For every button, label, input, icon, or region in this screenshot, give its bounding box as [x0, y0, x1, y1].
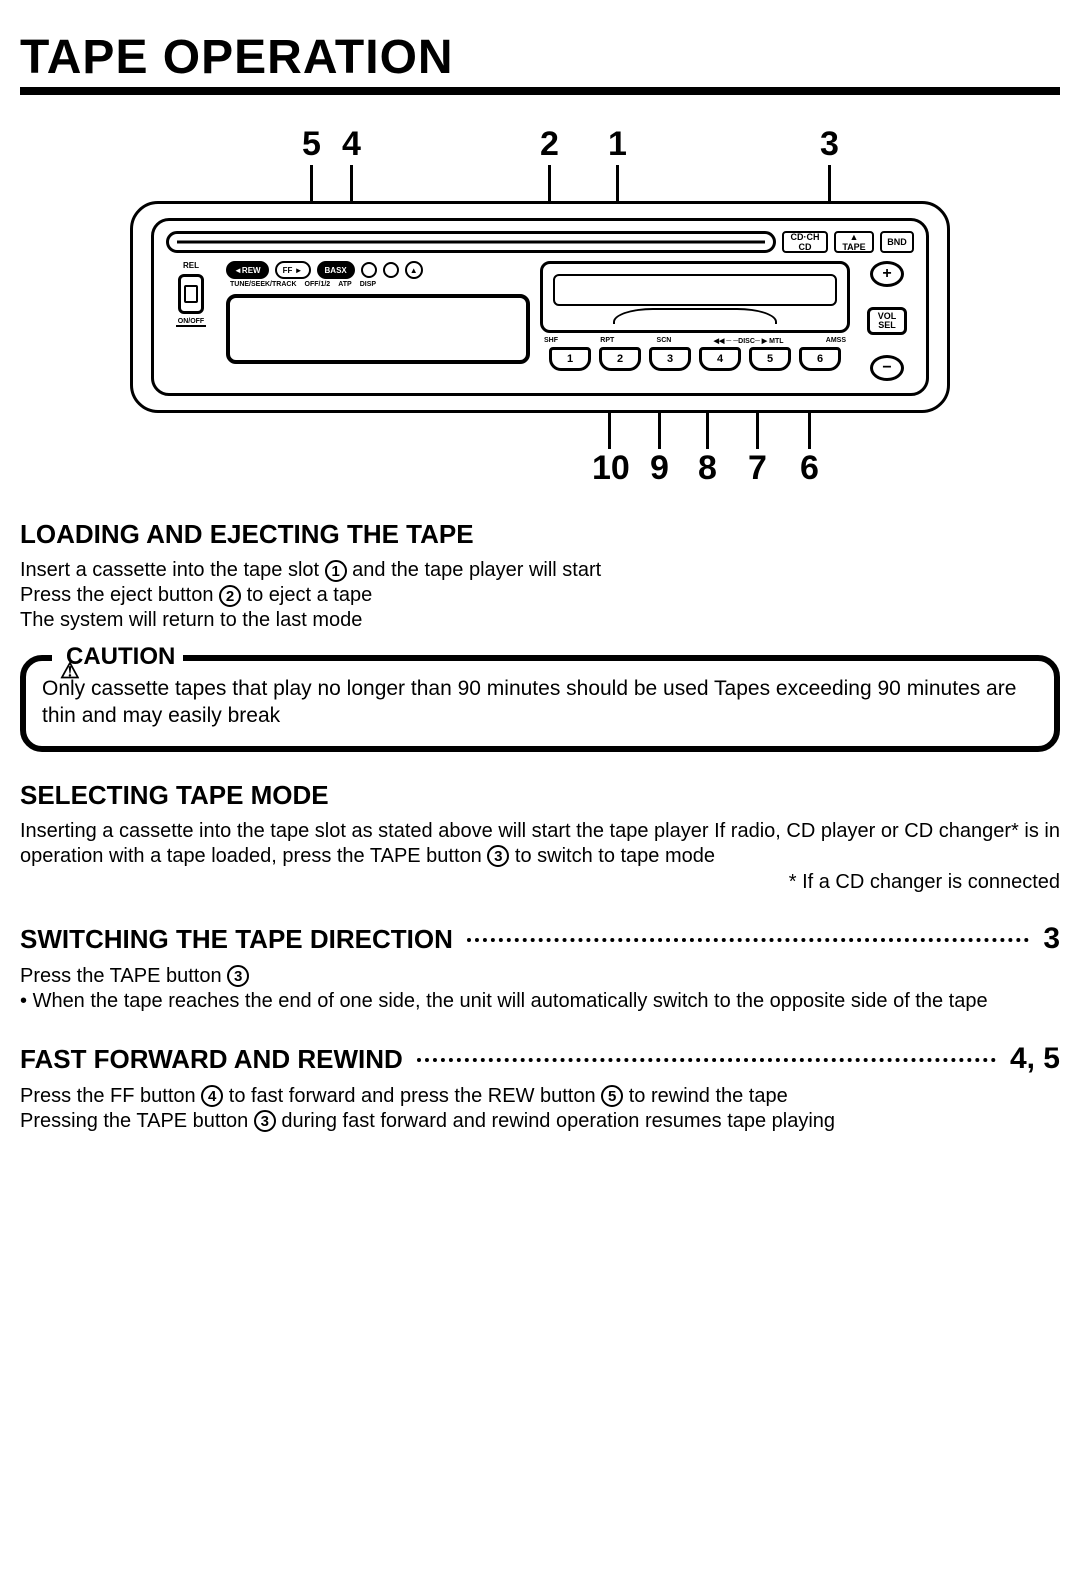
leader-dots	[417, 1058, 996, 1062]
vol-down: −	[870, 355, 904, 381]
ff-button: FF ►	[275, 261, 311, 279]
ffrew-line1: Press the FF button 4 to fast forward an…	[20, 1084, 1060, 1109]
selecting-line1: Inserting a cassette into the tape slot …	[20, 819, 1060, 869]
stereo-face: CD·CH CD ▲ TAPE BND REL ON/OFF ◄REW FF ►…	[130, 201, 950, 413]
loading-line2: Press the eject button 2 to eject a tape	[20, 583, 1060, 608]
tiny-lbl: TUNE/SEEK/TRACK	[230, 281, 297, 288]
tiny-lbl: DISP	[360, 281, 376, 288]
heading-selecting: SELECTING TAPE MODE	[20, 780, 1060, 811]
eject-button	[405, 261, 423, 279]
heading-ffrew: FAST FORWARD AND REWIND 4, 5	[20, 1042, 1060, 1076]
callout-7: 7	[748, 449, 767, 488]
preset-5: 5	[749, 347, 791, 371]
micro-lbl: ◀◀ ─ ─DISC─ ▶ MTL	[714, 337, 784, 345]
micro-lbl: SCN	[657, 337, 672, 345]
heading-loading: LOADING AND EJECTING THE TAPE	[20, 519, 1060, 550]
text: to eject a tape	[241, 584, 372, 606]
basx-button: BASX	[317, 261, 355, 279]
leader-dots	[467, 938, 1029, 942]
onoff-label: ON/OFF	[176, 318, 206, 327]
bottom-callouts: 10 9 8 7 6	[130, 449, 950, 489]
heading-ref: 3	[1043, 922, 1060, 956]
text: Press the eject button	[20, 584, 219, 606]
callout-3: 3	[820, 125, 839, 164]
cd-ch-button: CD·CH CD	[782, 231, 828, 253]
micro-lbl: RPT	[600, 337, 614, 345]
callout-8: 8	[698, 449, 717, 488]
preset-3: 3	[649, 347, 691, 371]
callout-9: 9	[650, 449, 669, 488]
micro-lbl: SHF	[544, 337, 558, 345]
stereo-diagram: 5 4 2 1 3 CD·CH CD ▲ TAPE BND REL ON/OFF	[130, 125, 950, 489]
tape-top-button: ▲ TAPE	[834, 231, 874, 253]
cd-slot	[166, 231, 776, 253]
callout-2: 2	[540, 125, 559, 164]
heading-text: SWITCHING THE TAPE DIRECTION	[20, 924, 453, 955]
knob-2	[383, 262, 399, 278]
ffrew-line2: Pressing the TAPE button 3 during fast f…	[20, 1109, 1060, 1134]
text: Press the FF button	[20, 1085, 201, 1107]
lcd-display	[226, 294, 530, 364]
caution-label: CAUTION	[52, 643, 183, 671]
text: and the tape player will start	[347, 559, 602, 581]
switching-bullet: When the tape reaches the end of one sid…	[20, 989, 1060, 1014]
text: Insert a cassette into the tape slot	[20, 559, 325, 581]
tiny-lbl: OFF/1/2	[305, 281, 331, 288]
top-callouts: 5 4 2 1 3	[130, 125, 950, 165]
cassette-door	[540, 261, 850, 333]
micro-lbl: AMSS	[826, 337, 846, 345]
text: to switch to tape mode	[509, 845, 715, 867]
preset-2: 2	[599, 347, 641, 371]
caution-box: CAUTION Only cassette tapes that play no…	[20, 655, 1060, 752]
tiny-lbl: ATP	[338, 281, 351, 288]
caution-text: Only cassette tapes that play no longer …	[42, 675, 1038, 730]
callout-10: 10	[592, 449, 630, 488]
heading-switching: SWITCHING THE TAPE DIRECTION 3	[20, 922, 1060, 956]
switching-line1: Press the TAPE button 3	[20, 964, 1060, 989]
page-title: TAPE OPERATION	[20, 30, 1060, 95]
ref-5: 5	[601, 1085, 623, 1107]
loading-line1: Insert a cassette into the tape slot 1 a…	[20, 558, 1060, 583]
ref-3c: 3	[254, 1110, 276, 1132]
callout-4: 4	[342, 125, 361, 164]
preset-1: 1	[549, 347, 591, 371]
heading-text: FAST FORWARD AND REWIND	[20, 1044, 403, 1075]
rel-label: REL	[183, 261, 199, 270]
text: Pressing the TAPE button	[20, 1110, 254, 1132]
ref-3: 3	[487, 845, 509, 867]
rew-button: ◄REW	[226, 261, 269, 279]
heading-ref: 4, 5	[1010, 1042, 1060, 1076]
text: during fast forward and rewind operation…	[276, 1110, 835, 1132]
ref-3b: 3	[227, 965, 249, 987]
preset-6: 6	[799, 347, 841, 371]
loading-line3: The system will return to the last mode	[20, 608, 1060, 633]
vol-sel: VOL SEL	[867, 307, 907, 335]
callout-6: 6	[800, 449, 819, 488]
bottom-leaders	[130, 413, 950, 449]
callout-5: 5	[302, 125, 321, 164]
text: to fast forward and press the REW button	[223, 1085, 601, 1107]
text: to rewind the tape	[623, 1085, 788, 1107]
preset-4: 4	[699, 347, 741, 371]
knob-1	[361, 262, 377, 278]
ref-1: 1	[325, 560, 347, 582]
vol-up: +	[870, 261, 904, 287]
caution-label-text: CAUTION	[66, 643, 175, 671]
ref-4: 4	[201, 1085, 223, 1107]
bnd-button: BND	[880, 231, 914, 253]
text: Press the TAPE button	[20, 965, 227, 987]
callout-1: 1	[608, 125, 627, 164]
selecting-footnote: * If a CD changer is connected	[20, 871, 1060, 894]
top-leaders	[130, 165, 950, 201]
ref-2: 2	[219, 585, 241, 607]
release-button	[178, 274, 204, 314]
